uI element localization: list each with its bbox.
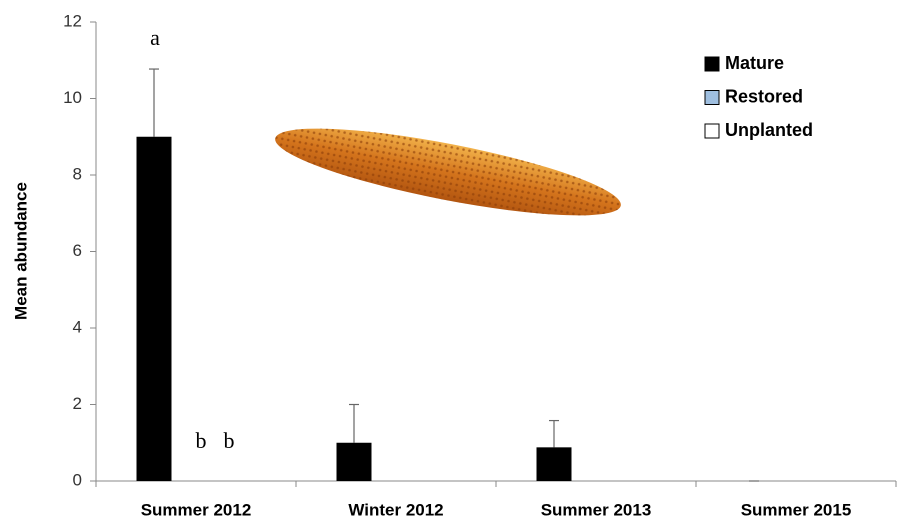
legend-label: Mature [725, 53, 784, 73]
chart: Mean abundance a b b 0 2 4 6 8 10 12 Summer 201… [0, 0, 904, 524]
x-tick-label: Summer 2013 [541, 500, 652, 519]
bar [137, 137, 172, 481]
x-tick-label: Summer 2015 [741, 500, 852, 519]
legend-label: Unplanted [725, 120, 813, 140]
legend-swatch [705, 57, 719, 71]
corn-image [270, 111, 626, 233]
x-tick-label: Winter 2012 [348, 500, 443, 519]
bar [537, 447, 572, 481]
annotation: b [224, 428, 235, 453]
legend-swatch [705, 124, 719, 138]
y-tick-label: 10 [63, 88, 82, 107]
y-tick-label: 8 [73, 164, 82, 183]
x-tick-label: Summer 2012 [141, 500, 252, 519]
annotation: b [196, 428, 207, 453]
y-tick-label: 12 [63, 11, 82, 30]
legend-label: Restored [725, 86, 803, 106]
annotation: a [150, 25, 160, 50]
y-tick-label: 4 [73, 317, 82, 336]
y-tick-label: 2 [73, 394, 82, 413]
y-tick-label: 0 [73, 470, 82, 489]
y-axis-label: Mean abundance [11, 182, 30, 320]
bar [337, 443, 372, 481]
legend-swatch [705, 91, 719, 105]
y-tick-label: 6 [73, 241, 82, 260]
